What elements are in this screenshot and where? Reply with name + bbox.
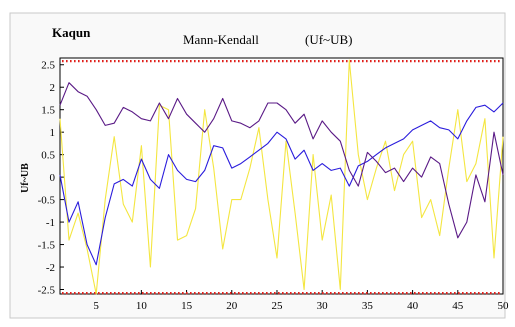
x-tick-label: 35	[362, 300, 374, 312]
y-tick-label: -2.5	[38, 285, 56, 297]
x-tick-label: 30	[317, 300, 329, 312]
y-tick-label: 2	[50, 82, 56, 94]
x-tick-label: 45	[452, 300, 464, 312]
y-axis: 2.5 2 1.5 1 0.5 0 -0.5 -1 -1.5 -2 -2.5	[38, 60, 64, 297]
x-tick-label: 15	[181, 300, 193, 312]
y-tick-label: -1	[46, 217, 55, 229]
y-tick-label: 0.5	[41, 150, 55, 162]
y-tick-label: -1.5	[38, 240, 56, 252]
x-tick-label: 5	[93, 300, 99, 312]
chart-subtitle: (Uf~UB)	[305, 32, 352, 47]
series-line	[59, 59, 504, 295]
y-axis-label: Uf~UB	[20, 163, 31, 193]
y-tick-label: -2	[46, 262, 55, 274]
series-line	[59, 102, 504, 266]
y-tick-label: 2.5	[41, 60, 55, 72]
x-tick-label: 50	[498, 300, 510, 312]
x-tick-label: 40	[407, 300, 419, 312]
x-tick-label: 20	[226, 300, 238, 312]
y-tick-label: 1	[50, 127, 56, 139]
chart-title: Mann-Kendall	[183, 32, 259, 47]
series-layer	[59, 59, 504, 295]
y-tick-label: 1.5	[41, 105, 55, 117]
reference-lines	[62, 60, 501, 295]
plot-area	[59, 57, 504, 295]
x-axis: 5 10 15 20 25 30 35 40 45 50	[93, 290, 509, 312]
y-tick-label: 0	[50, 172, 56, 184]
x-tick-label: 10	[136, 300, 148, 312]
x-tick-label: 25	[271, 300, 283, 312]
series-line	[59, 82, 504, 239]
y-tick-label: -0.5	[38, 195, 56, 207]
station-label: Kaqun	[52, 25, 91, 40]
